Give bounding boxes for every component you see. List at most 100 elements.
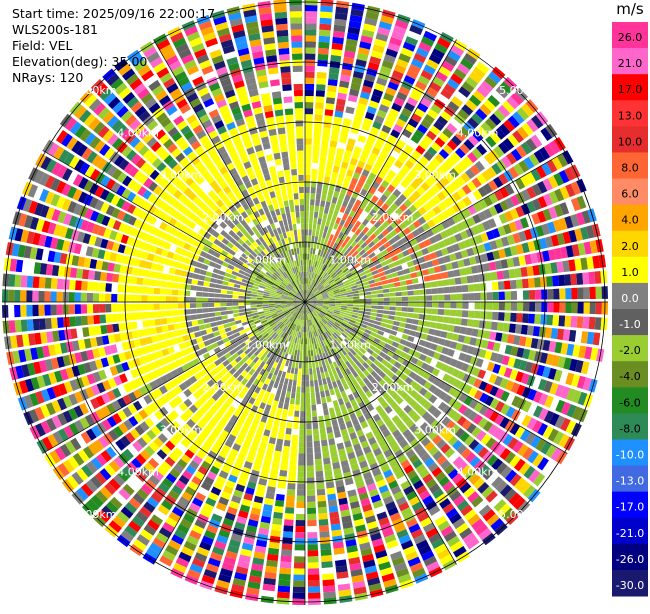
velocity-gate [396,297,402,301]
velocity-gate [332,197,338,204]
velocity-gate [318,237,322,244]
velocity-gate [8,290,14,302]
velocity-gate [190,303,196,308]
velocity-gate [312,169,318,175]
velocity-gate [144,328,151,336]
velocity-gate [347,299,353,301]
velocity-gate [307,332,309,338]
velocity-gate [432,302,438,308]
velocity-gate [444,294,450,300]
velocity-gate [511,302,517,311]
velocity-gate [178,290,184,296]
velocity-gate [305,108,313,114]
velocity-gate [292,386,296,392]
velocity-gate [474,284,481,292]
velocity-gate [322,573,334,580]
velocity-gate [136,286,143,293]
velocity-gate [307,484,315,490]
velocity-gate [330,202,336,209]
velocity-gate [546,276,553,287]
velocity-gate [345,106,354,114]
velocity-gate [401,286,408,291]
velocity-gate [57,305,63,315]
velocity-gate [197,314,204,319]
velocity-gate [526,266,533,276]
velocity-gate [244,327,251,332]
velocity-gate [389,288,396,292]
velocity-gate [316,471,324,478]
velocity-gate [313,248,316,254]
velocity-gate [315,206,320,213]
velocity-gate [311,236,314,242]
velocity-gate [210,322,217,327]
velocity-gate [305,332,307,338]
velocity-gate [216,321,223,326]
velocity-gate [321,372,326,379]
velocity-gate [288,477,296,484]
velocity-gate [226,307,232,311]
velocity-gate [306,381,310,387]
velocity-gate [175,330,182,337]
velocity-gate [318,507,327,514]
velocity-gate [320,428,326,435]
velocity-gate [191,320,198,326]
velocity-gate [206,328,213,334]
velocity-gate [321,397,326,404]
velocity-gate [51,318,58,329]
velocity-gate [289,404,294,411]
velocity-gate [327,432,334,439]
velocity-gate [269,542,280,549]
velocity-gate [315,230,319,236]
velocity-gate [305,54,315,60]
velocity-gate [305,114,313,120]
velocity-gate [497,271,504,280]
velocity-gate [447,271,454,278]
velocity-gate [295,405,300,411]
velocity-gate [511,291,517,300]
velocity-gate [450,286,457,293]
velocity-gate [306,393,310,399]
velocity-gate [414,308,420,313]
velocity-gate [428,328,435,335]
velocity-gate [329,67,339,74]
velocity-gate [534,314,541,324]
velocity-gate [321,145,328,152]
velocity-gate [106,273,113,282]
velocity-gate [280,561,291,568]
velocity-gate [172,296,178,302]
velocity-gate [172,303,178,309]
velocity-gate [292,361,296,367]
velocity-gate [63,304,69,314]
velocity-gate [462,293,468,300]
velocity-gate [38,291,44,302]
velocity-gate [462,285,469,292]
velocity-gate [190,285,197,290]
velocity-gate [137,268,144,276]
velocity-gate [314,380,318,386]
velocity-gate [167,274,174,281]
velocity-gate [205,271,212,277]
velocity-gate [278,402,284,409]
velocity-gate [450,294,456,300]
velocity-gate [559,288,565,299]
velocity-gate [299,338,301,344]
velocity-gate [75,280,82,290]
velocity-gate [312,230,316,236]
velocity-gate [282,543,293,550]
velocity-gate [321,440,328,447]
velocity-gate [280,377,285,384]
velocity-gate [314,133,321,140]
velocity-gate [564,316,571,327]
velocity-gate [436,323,443,330]
velocity-gate [275,302,281,303]
velocity-gate [310,380,314,386]
velocity-gate [178,283,185,289]
velocity-gate [274,395,280,402]
velocity-gate [283,525,293,532]
velocity-gate [307,477,315,483]
velocity-gate [193,326,200,332]
velocity-gate [299,447,305,453]
velocity-gate [15,275,22,287]
velocity-gate [319,36,330,43]
velocity-gate [325,170,331,177]
